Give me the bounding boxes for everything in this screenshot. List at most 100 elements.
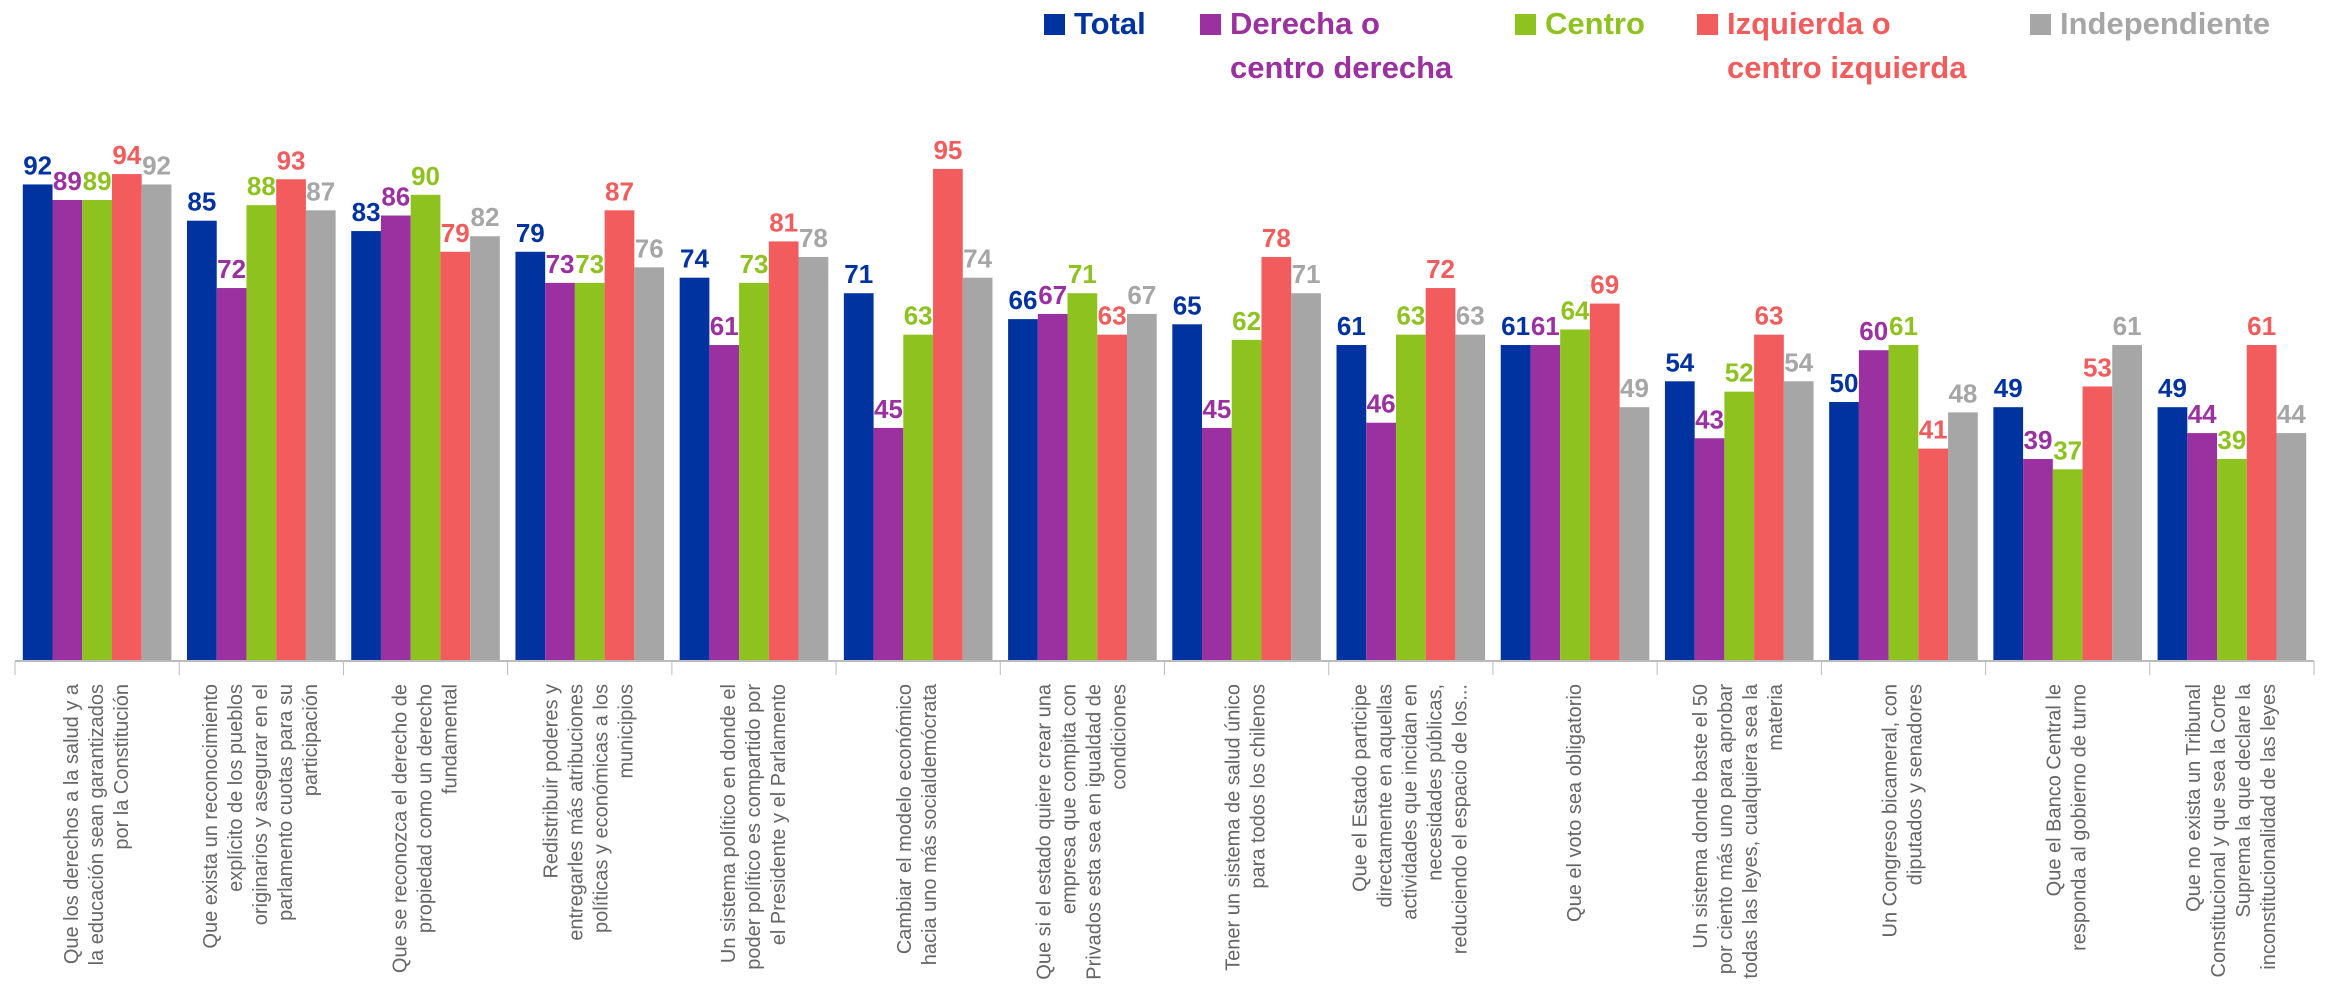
category-label-box: Un sistema político en donde el poder po…	[717, 684, 790, 970]
bar	[1664, 381, 1695, 661]
data-label: 45	[874, 394, 903, 424]
data-label: 63	[1755, 301, 1784, 331]
legend-item: Independiente	[2030, 2, 2320, 46]
bar	[739, 282, 769, 661]
data-label: 67	[1038, 280, 1067, 310]
x-tick-label: Que los derechos a la salud y a la educa…	[60, 684, 133, 966]
x-tick-label: Redistribuir poderes y entregarles más a…	[540, 684, 638, 941]
data-label: 61	[2247, 311, 2276, 341]
data-label: 66	[1008, 285, 1037, 315]
data-label: 83	[352, 197, 381, 227]
legend-label: Total	[1074, 6, 1146, 41]
legend-swatch	[1200, 14, 1221, 35]
data-label: 54	[1665, 347, 1694, 377]
x-tick-label: Un sistema donde baste el 50 por ciento …	[1690, 684, 1788, 979]
bar	[545, 282, 575, 661]
bar	[1291, 293, 1321, 661]
bar	[1008, 319, 1038, 661]
bar	[141, 184, 172, 661]
category-label-box: Que el voto sea obligatorio	[1563, 684, 1586, 922]
legend-label: Centro	[1545, 6, 1645, 41]
bar	[1589, 303, 1620, 661]
bar	[962, 277, 993, 661]
bar	[604, 210, 635, 661]
bar	[709, 345, 740, 661]
data-label: 95	[933, 135, 962, 165]
x-tick-label: Cambiar el modelo económico hacia uno má…	[894, 684, 942, 966]
data-label: 90	[411, 161, 440, 191]
bar	[1395, 334, 1426, 661]
bar	[1829, 402, 1859, 661]
legend-swatch	[2030, 14, 2051, 35]
data-label: 41	[1919, 415, 1948, 445]
bar	[216, 288, 247, 661]
data-label: 74	[680, 244, 709, 274]
category-label-box: Que se reconozca el derecho de propiedad…	[389, 684, 461, 973]
data-label: 50	[1830, 368, 1859, 398]
category-label-box: Redistribuir poderes y entregarles más a…	[540, 684, 638, 941]
bar	[1425, 288, 1456, 661]
category-label-box: Cambiar el modelo económico hacia uno má…	[894, 684, 942, 966]
bar	[1858, 350, 1889, 661]
data-label: 69	[1590, 270, 1619, 300]
bar	[903, 334, 934, 661]
data-label: 73	[575, 249, 604, 279]
data-label: 61	[710, 311, 739, 341]
bar	[574, 282, 605, 661]
data-label: 61	[1337, 311, 1366, 341]
data-label: 53	[2083, 352, 2112, 382]
category-label-box: Que si el estado quiere crear una empres…	[1033, 684, 1131, 980]
data-label: 48	[1948, 378, 1977, 408]
legend-item: Derecha o centro derecha	[1200, 2, 1480, 90]
bar	[1067, 293, 1098, 661]
legend-swatch	[1697, 14, 1718, 35]
data-label: 71	[844, 259, 873, 289]
data-label: 89	[83, 166, 112, 196]
category-label-box: Que los derechos a la salud y a la educa…	[60, 684, 133, 966]
bar	[2217, 458, 2247, 661]
x-tick-label: Un sistema político en donde el poder po…	[717, 684, 790, 970]
bar	[1366, 422, 1396, 661]
data-label: 61	[1501, 311, 1530, 341]
category-label-box: Que no exista un Tribunal Constitucional…	[2183, 684, 2280, 978]
bar	[22, 184, 53, 661]
data-label: 78	[799, 223, 828, 253]
bar	[2082, 386, 2113, 661]
data-label: 72	[217, 254, 246, 284]
legend-label: Independiente	[2060, 6, 2271, 41]
category-label-box: Tener un sistema de salud único para tod…	[1223, 684, 1270, 971]
x-tick-label: Que el Estado participe directamente en …	[1349, 684, 1472, 955]
x-tick-label: Que exista un reconocimiento explícito d…	[199, 684, 322, 949]
bar	[1172, 324, 1203, 661]
bar	[351, 231, 381, 661]
bar	[843, 293, 874, 661]
data-label: 39	[2217, 425, 2246, 455]
x-tick-label: Un Congreso bicameral, con diputados y s…	[1879, 684, 1927, 938]
legend-swatch	[1044, 14, 1065, 35]
data-label: 71	[1292, 259, 1321, 289]
bar	[679, 277, 710, 661]
bar	[1336, 345, 1367, 661]
x-tick-label: Que si el estado quiere crear una empres…	[1033, 684, 1131, 980]
data-label: 88	[247, 171, 276, 201]
category-label-box: Que exista un reconocimiento explícito d…	[199, 684, 322, 949]
bar	[1097, 334, 1127, 661]
bar	[1202, 427, 1232, 661]
data-label: 63	[1098, 301, 1127, 331]
category-label-box: Un Congreso bicameral, con diputados y s…	[1879, 684, 1927, 938]
x-tick-label: Que el voto sea obligatorio	[1563, 684, 1586, 922]
data-label: 85	[187, 187, 216, 217]
bar	[276, 179, 306, 661]
bar	[1619, 407, 1650, 661]
data-label: 49	[1620, 373, 1649, 403]
data-label: 60	[1859, 316, 1888, 346]
data-label: 81	[769, 207, 798, 237]
bar	[470, 236, 500, 662]
legend-item: Izquierda o centro izquierda	[1697, 2, 1989, 90]
bar	[1888, 345, 1919, 661]
data-label: 63	[904, 301, 933, 331]
data-label: 61	[1889, 311, 1918, 341]
bar	[305, 210, 336, 661]
bar	[440, 251, 471, 661]
bar	[873, 427, 904, 661]
